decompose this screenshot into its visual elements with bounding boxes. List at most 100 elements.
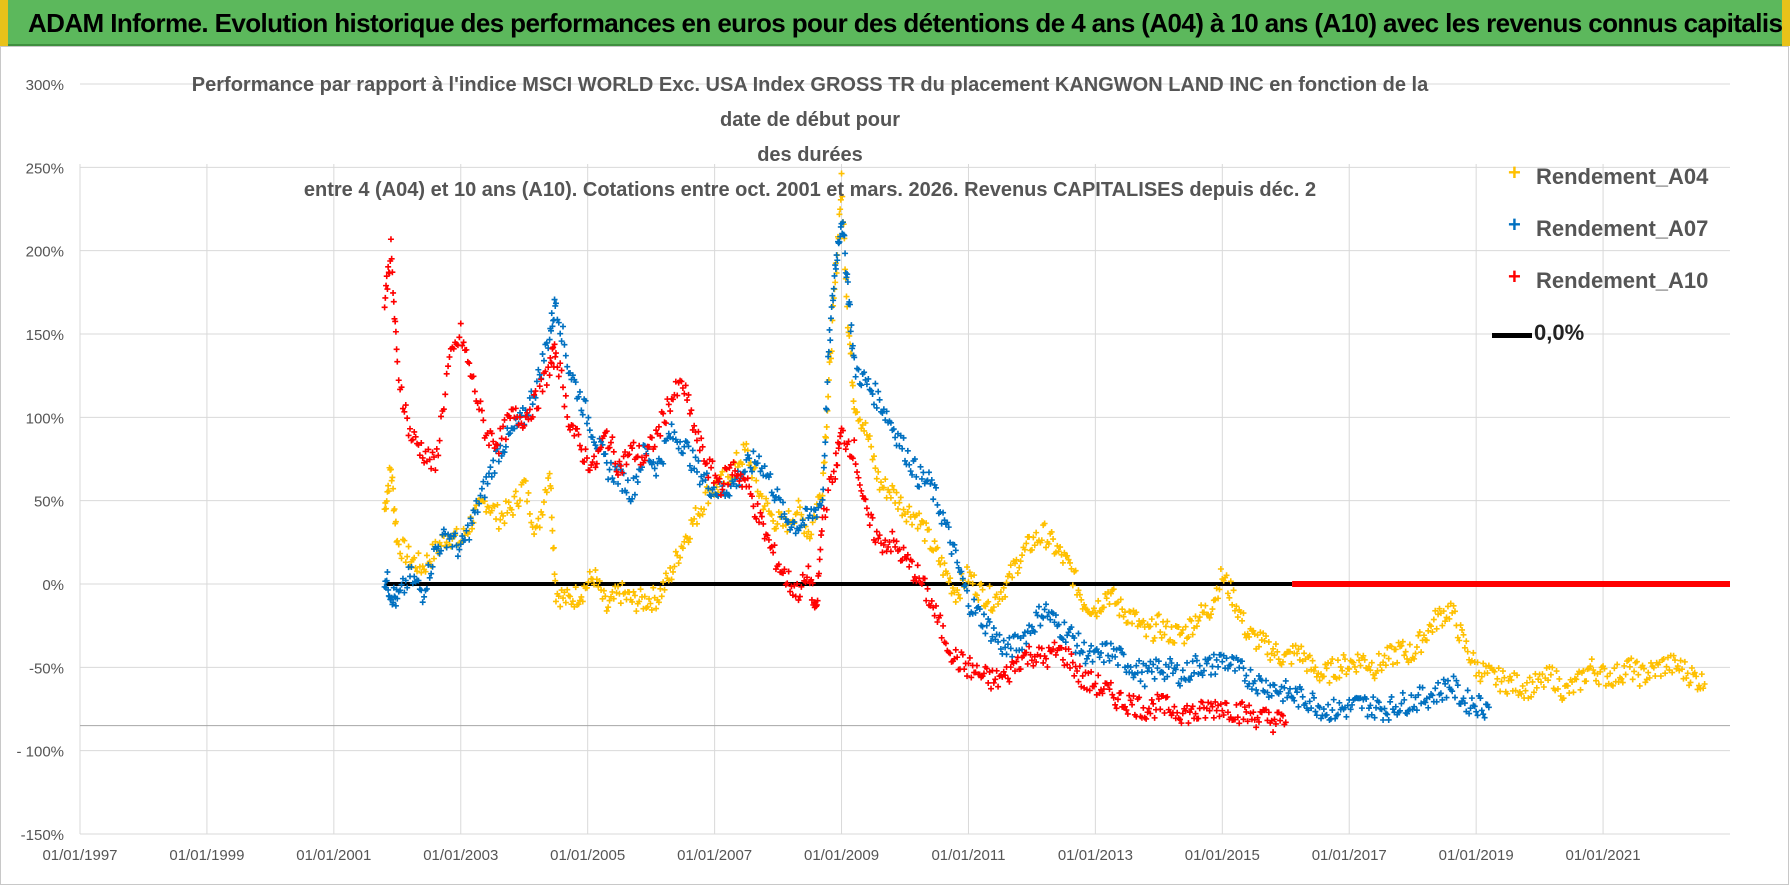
data-point-a07 — [791, 518, 798, 525]
data-point-a07 — [1002, 644, 1009, 651]
data-point-a04 — [1161, 631, 1168, 638]
data-point-a04 — [564, 586, 571, 593]
data-point-a07 — [771, 497, 778, 504]
data-point-a10 — [638, 454, 645, 461]
data-point-a04 — [1157, 629, 1164, 636]
data-point-a04 — [1406, 641, 1413, 648]
data-point-a10 — [691, 422, 698, 429]
data-point-a07 — [1247, 666, 1254, 673]
data-point-a04 — [1433, 625, 1440, 632]
data-point-a10 — [1271, 716, 1278, 723]
data-point-a10 — [1026, 643, 1033, 650]
data-point-a04 — [522, 477, 529, 484]
data-point-a10 — [885, 544, 892, 551]
data-point-a10 — [985, 679, 992, 686]
data-point-a04 — [1629, 676, 1636, 683]
data-point-a10 — [1038, 645, 1045, 652]
data-point-a10 — [914, 562, 921, 569]
data-point-a07 — [1124, 662, 1131, 669]
data-point-a10 — [657, 432, 664, 439]
data-point-a07 — [1370, 694, 1377, 701]
data-point-a10 — [557, 360, 564, 367]
data-point-a04 — [1337, 663, 1344, 670]
data-point-a10 — [940, 622, 947, 629]
data-point-a04 — [1041, 520, 1048, 527]
data-point-a10 — [1112, 701, 1119, 708]
data-point-a10 — [1052, 651, 1059, 658]
data-point-a07 — [907, 468, 914, 475]
data-point-a04 — [414, 568, 421, 575]
data-point-a07 — [578, 407, 585, 414]
data-point-a07 — [1387, 698, 1394, 705]
data-point-a07 — [862, 376, 869, 383]
data-point-a04 — [536, 524, 543, 531]
data-point-a04 — [1539, 671, 1546, 678]
data-point-a07 — [964, 587, 971, 594]
data-point-a04 — [1265, 638, 1272, 645]
data-point-a07 — [979, 623, 986, 630]
data-point-a07 — [591, 439, 598, 446]
data-point-a07 — [982, 630, 989, 637]
data-point-a07 — [1145, 664, 1152, 671]
data-point-a07 — [457, 541, 464, 548]
data-point-a04 — [823, 423, 830, 430]
data-point-a07 — [879, 409, 886, 416]
data-point-a07 — [1437, 690, 1444, 697]
data-point-a10 — [893, 538, 900, 545]
data-point-a10 — [686, 410, 693, 417]
data-point-a07 — [1137, 678, 1144, 685]
data-point-a10 — [1000, 668, 1007, 675]
data-point-a04 — [1618, 675, 1625, 682]
data-point-a07 — [1155, 658, 1162, 665]
data-point-a07 — [398, 581, 405, 588]
data-point-a10 — [703, 460, 710, 467]
data-point-a04 — [1538, 679, 1545, 686]
data-point-a04 — [383, 498, 390, 505]
data-point-a10 — [429, 449, 436, 456]
data-point-a10 — [531, 391, 538, 398]
data-point-a10 — [990, 679, 997, 686]
data-point-a07 — [421, 593, 428, 600]
data-point-a04 — [653, 605, 660, 612]
data-point-a04 — [1179, 626, 1186, 633]
data-point-a07 — [1112, 653, 1119, 660]
chart-legend: + Rendement_A04 + Rendement_A07 + Rendem… — [1462, 160, 1722, 368]
data-point-a04 — [1227, 578, 1234, 585]
y-tick-label: -150% — [21, 827, 64, 844]
data-point-a10 — [623, 461, 630, 468]
x-tick-label: 01/01/2011 — [931, 847, 1005, 864]
data-point-a10 — [393, 346, 400, 353]
data-point-a07 — [624, 477, 631, 484]
data-point-a07 — [615, 480, 622, 487]
data-point-a10 — [574, 425, 581, 432]
data-point-a04 — [1067, 559, 1073, 566]
data-point-a04 — [1657, 673, 1664, 680]
data-point-a04 — [631, 592, 638, 599]
data-point-a07 — [1347, 706, 1354, 713]
data-point-a10 — [643, 452, 650, 459]
data-point-a04 — [1677, 657, 1684, 664]
data-point-a07 — [1107, 640, 1114, 647]
data-point-a07 — [781, 510, 788, 517]
data-point-a07 — [1466, 710, 1473, 717]
data-point-a10 — [1123, 707, 1130, 714]
chart-title: Performance par rapport à l'indice MSCI … — [170, 68, 1450, 208]
data-point-a04 — [552, 577, 559, 584]
data-point-a07 — [1141, 683, 1148, 690]
data-point-a07 — [1150, 661, 1157, 668]
x-tick-label: 01/01/2003 — [423, 847, 498, 864]
data-point-a07 — [1047, 616, 1054, 623]
legend-marker-a07: + — [1508, 212, 1521, 237]
data-point-a04 — [1346, 665, 1353, 672]
data-point-a10 — [863, 505, 870, 512]
data-point-a04 — [1119, 606, 1126, 613]
data-point-a10 — [1044, 664, 1051, 671]
data-point-a04 — [1033, 529, 1040, 536]
legend-label-a10: Rendement_A10 — [1536, 268, 1709, 293]
data-point-a07 — [1095, 649, 1102, 656]
data-point-a04 — [1652, 673, 1659, 680]
data-point-a04 — [576, 597, 583, 604]
data-point-a10 — [517, 414, 523, 421]
data-point-a07 — [1232, 667, 1238, 674]
data-point-a04 — [866, 432, 873, 439]
